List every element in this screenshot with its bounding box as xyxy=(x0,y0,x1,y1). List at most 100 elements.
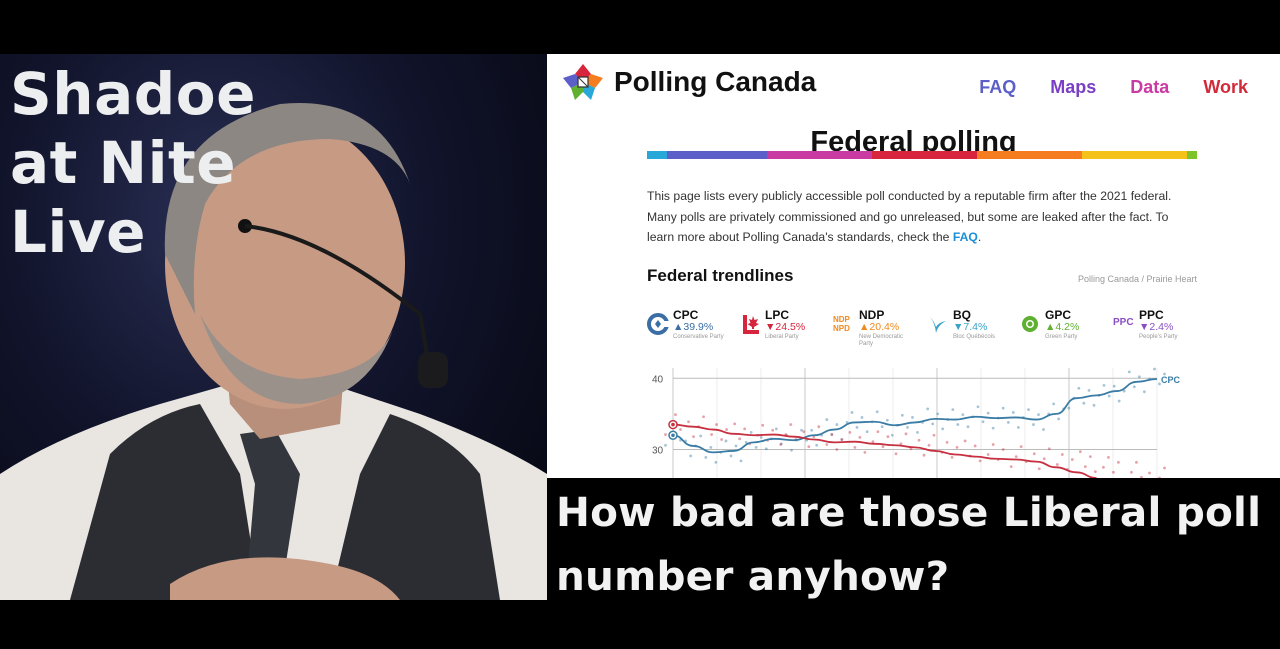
show-title-line-2: at Nite xyxy=(10,129,237,197)
poll-point xyxy=(1082,401,1086,405)
party-value: ▼2.4% xyxy=(1139,321,1174,333)
poll-point xyxy=(941,427,945,431)
poll-point xyxy=(976,405,980,409)
poll-point xyxy=(865,430,869,434)
poll-point xyxy=(973,444,977,448)
poll-point xyxy=(991,443,995,446)
bq-logo-icon xyxy=(930,317,946,333)
poll-point xyxy=(1078,450,1082,454)
poll-point xyxy=(1117,399,1121,403)
faq-link[interactable]: FAQ xyxy=(952,230,978,244)
party-abbr: BQ xyxy=(953,308,971,322)
series-start-dot xyxy=(671,422,675,427)
poll-point xyxy=(961,413,965,416)
poll-point xyxy=(955,445,959,449)
caption-line-1: How bad are those Liberal poll xyxy=(556,488,1262,536)
poll-point xyxy=(1006,421,1010,424)
poll-point xyxy=(850,411,854,414)
polling-canada-website: Polling Canada FAQ Maps Data Work Federa… xyxy=(547,54,1280,478)
brand-name[interactable]: Polling Canada xyxy=(614,66,817,97)
poll-point xyxy=(714,460,718,464)
poll-point xyxy=(779,443,783,446)
party-full-name: Green Party xyxy=(1045,334,1078,340)
poll-point xyxy=(1163,466,1166,470)
poll-point xyxy=(790,448,793,452)
poll-point xyxy=(1011,411,1015,414)
poll-point xyxy=(906,426,909,429)
site-header: Polling Canada FAQ Maps Data Work xyxy=(547,54,1280,114)
rainbow-segment xyxy=(1187,151,1197,159)
federal-trendlines-chart[interactable]: 40 30 CPC xyxy=(647,364,1207,478)
poll-point xyxy=(986,453,990,456)
poll-point xyxy=(1009,465,1013,468)
poll-point xyxy=(739,459,743,463)
poll-point xyxy=(743,427,747,431)
ndp-logo-icon: NDP NPD xyxy=(833,315,855,337)
poll-point xyxy=(1083,465,1087,468)
poll-point xyxy=(991,426,995,430)
poll-point xyxy=(840,438,844,441)
video-caption: How bad are those Liberal poll number an… xyxy=(556,480,1276,608)
poll-point xyxy=(1060,453,1064,456)
poll-point xyxy=(702,415,705,419)
poll-point xyxy=(749,431,753,434)
poll-point xyxy=(900,413,904,417)
poll-point xyxy=(1158,476,1161,478)
polling-canada-logo-icon[interactable] xyxy=(561,62,605,102)
ndp-icon-text-top: NDP xyxy=(833,315,850,324)
nav-data[interactable]: Data xyxy=(1130,77,1170,97)
poll-point xyxy=(1077,386,1081,390)
poll-point xyxy=(789,423,793,426)
intro-line-3: learn more about Polling Canada's standa… xyxy=(647,227,1207,248)
nav-work[interactable]: Work xyxy=(1203,77,1248,97)
poll-point xyxy=(963,439,967,443)
poll-point xyxy=(1037,413,1040,416)
poll-point xyxy=(1107,455,1110,459)
poll-point xyxy=(720,438,723,441)
poll-point xyxy=(779,442,783,446)
poll-point xyxy=(1122,389,1126,393)
poll-point xyxy=(950,455,954,459)
poll-point xyxy=(860,416,864,419)
poll-point xyxy=(771,428,775,432)
poll-point xyxy=(1070,458,1074,461)
poll-point xyxy=(945,440,949,444)
poll-point xyxy=(699,434,703,438)
poll-point xyxy=(886,435,890,439)
nav-faq[interactable]: FAQ xyxy=(979,77,1017,97)
poll-point xyxy=(876,430,880,434)
main-nav: FAQ Maps Data Work xyxy=(979,77,1248,98)
poll-point xyxy=(835,448,839,451)
poll-point xyxy=(880,425,884,429)
series-start-dot xyxy=(671,433,675,438)
poll-point xyxy=(754,445,758,449)
poll-point xyxy=(1057,417,1061,421)
party-abbr: GPC xyxy=(1045,308,1072,322)
poll-point xyxy=(1117,460,1120,464)
party-value: ▲39.9% xyxy=(673,321,714,333)
poll-point xyxy=(830,433,834,436)
poll-point xyxy=(1032,452,1036,456)
poll-point xyxy=(724,439,728,443)
poll-point xyxy=(951,408,955,411)
poll-point xyxy=(1014,455,1018,459)
poll-point xyxy=(1153,367,1156,371)
poll-point xyxy=(922,453,926,457)
maple-leaf-icon xyxy=(743,315,759,334)
poll-point xyxy=(734,444,738,448)
poll-point xyxy=(885,418,889,422)
party-abbr: PPC xyxy=(1139,308,1164,322)
series-end-label: CPC xyxy=(1161,375,1181,385)
poll-point xyxy=(759,435,763,439)
poll-point xyxy=(1102,465,1105,469)
poll-point xyxy=(966,425,970,429)
poll-point xyxy=(1132,385,1136,389)
series-line xyxy=(672,378,1158,454)
nav-maps[interactable]: Maps xyxy=(1050,77,1097,97)
poll-point xyxy=(1087,388,1091,392)
rainbow-segment xyxy=(667,151,767,159)
poll-point xyxy=(1001,448,1005,451)
poll-point xyxy=(817,425,821,429)
poll-point xyxy=(1093,470,1097,473)
poll-point xyxy=(840,438,844,441)
